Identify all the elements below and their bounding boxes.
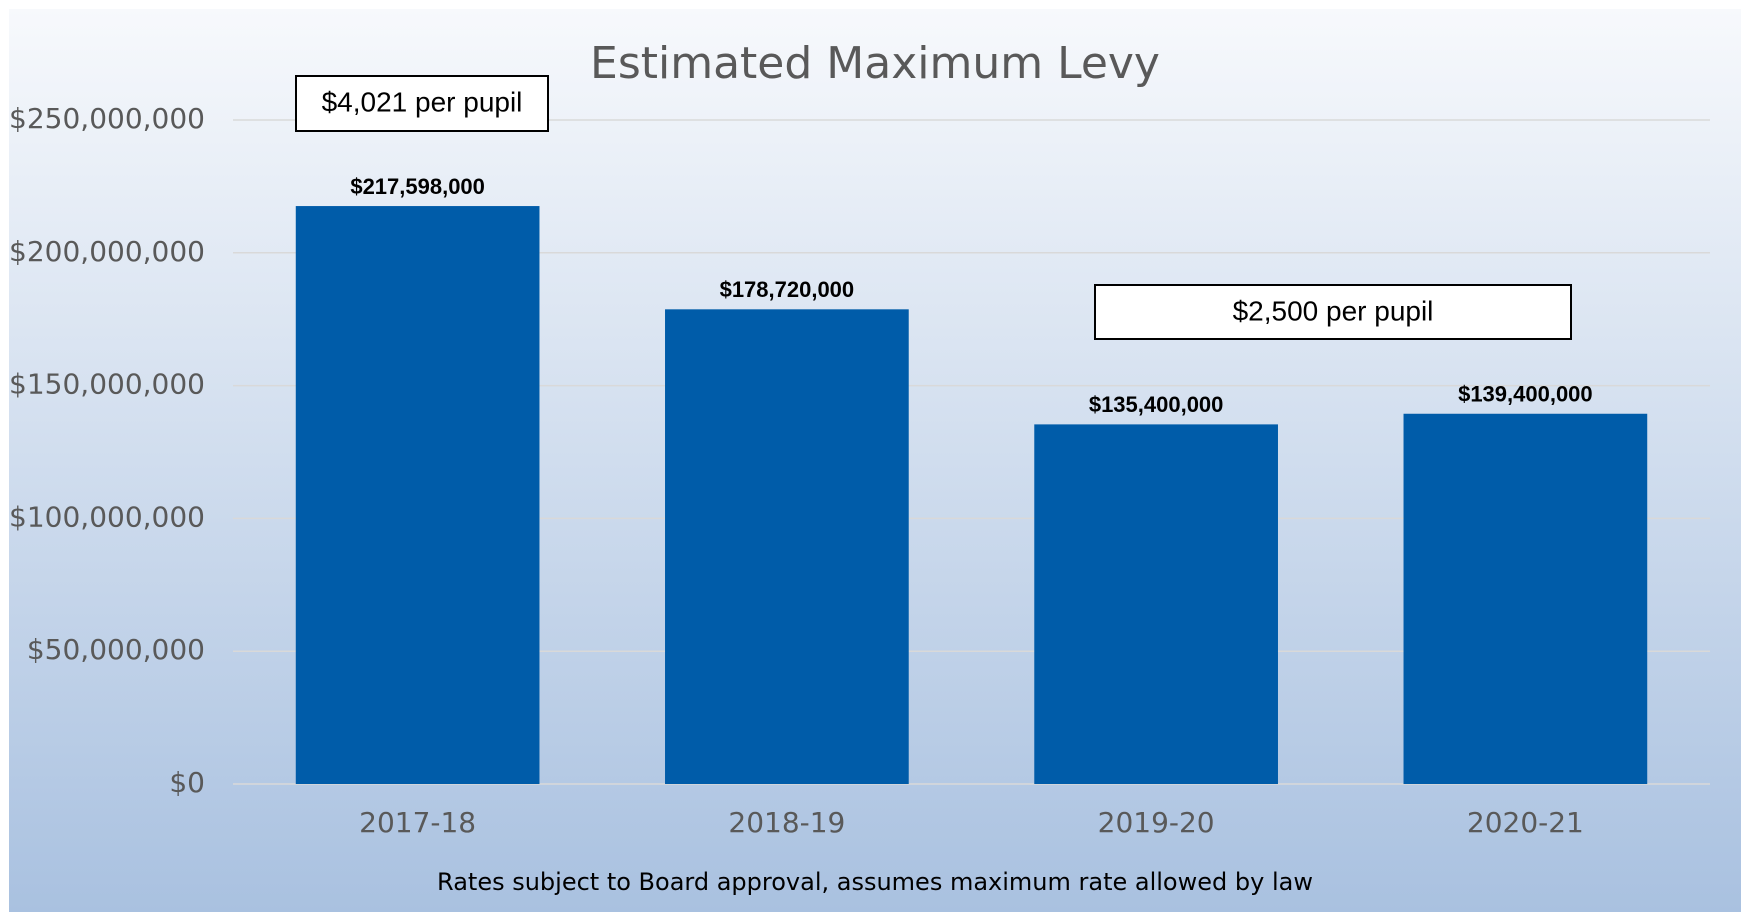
data-label: $135,400,000 — [1089, 392, 1224, 417]
chart-title: Estimated Maximum Levy — [590, 38, 1160, 89]
annotation-box — [1094, 284, 1572, 340]
footnote: Rates subject to Board approval, assumes… — [437, 868, 1313, 896]
data-label: $217,598,000 — [350, 174, 485, 199]
annotation-box — [295, 75, 549, 132]
x-tick-label: 2019-20 — [1098, 806, 1215, 839]
y-tick-label: $0 — [169, 766, 205, 799]
annotation: $4,021 per pupil — [322, 86, 523, 117]
x-tick-label: 2018-19 — [728, 806, 845, 839]
y-tick-label: $150,000,000 — [9, 368, 205, 401]
y-tick-label: $200,000,000 — [9, 235, 205, 268]
y-tick-label: $250,000,000 — [9, 102, 205, 135]
data-label: $139,400,000 — [1458, 382, 1593, 407]
x-tick-label: 2017-18 — [359, 806, 476, 839]
x-tick-label: 2020-21 — [1467, 806, 1584, 839]
bar — [1403, 413, 1648, 784]
y-tick-label: $100,000,000 — [9, 500, 205, 533]
annotation: $2,500 per pupil — [1233, 295, 1434, 326]
y-tick-label: $50,000,000 — [27, 633, 205, 666]
bar — [665, 309, 909, 784]
bar — [1034, 424, 1278, 784]
bar — [295, 206, 540, 785]
data-label: $178,720,000 — [720, 277, 855, 302]
